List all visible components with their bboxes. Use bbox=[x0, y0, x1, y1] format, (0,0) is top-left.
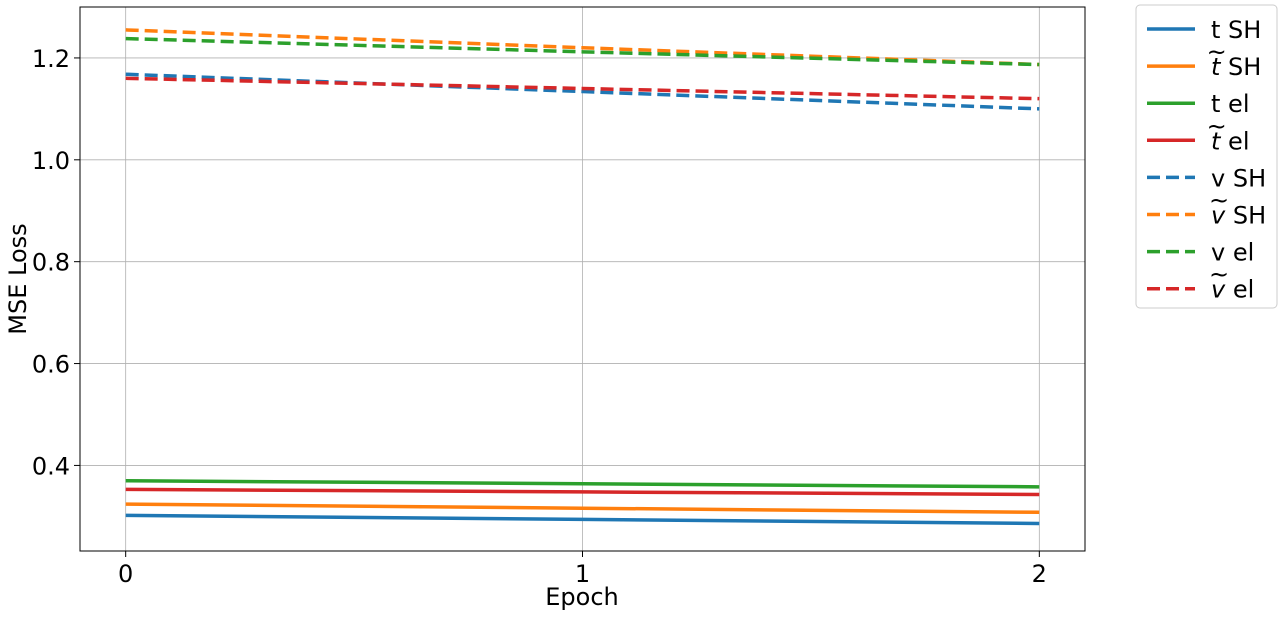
legend-frame bbox=[1135, 4, 1278, 309]
y-tick-label: 1.0 bbox=[32, 147, 70, 175]
legend-item: v SH bbox=[1147, 164, 1266, 192]
x-axis-label: Epoch bbox=[545, 583, 619, 611]
legend-label: t SH bbox=[1211, 16, 1261, 44]
series-lines bbox=[125, 28, 1040, 526]
series-line-1 bbox=[125, 513, 1040, 526]
legend-label: v SH bbox=[1211, 164, 1266, 192]
y-axis-ticks: 0.4 0.6 0.8 1.0 1.2 bbox=[32, 45, 80, 480]
legend-label: t SH bbox=[1211, 53, 1261, 81]
x-axis-ticks: 0 1 2 bbox=[118, 551, 1047, 588]
legend-label: v el bbox=[1211, 276, 1254, 304]
tilde-accent: ~ bbox=[1209, 187, 1229, 215]
y-tick-label: 0.4 bbox=[32, 452, 70, 480]
series-line-2 bbox=[125, 502, 1040, 515]
series-line-3 bbox=[125, 478, 1040, 489]
series-line-4 bbox=[125, 487, 1040, 497]
series-line-8 bbox=[125, 76, 1040, 101]
x-tick-label: 1 bbox=[575, 560, 590, 588]
legend-item: v el bbox=[1147, 239, 1254, 267]
legend-label: v SH bbox=[1211, 202, 1266, 230]
x-tick-label: 0 bbox=[118, 560, 133, 588]
x-tick-label: 2 bbox=[1032, 560, 1047, 588]
legend-item: t SH~ bbox=[1147, 38, 1261, 81]
y-tick-label: 0.6 bbox=[32, 351, 70, 379]
y-axis-label: MSE Loss bbox=[4, 223, 32, 334]
legend-item: t el~ bbox=[1147, 112, 1249, 155]
legend: t SHt SH~t elt el~v SHv SH~v elv el~ bbox=[1135, 4, 1278, 309]
y-tick-label: 0.8 bbox=[32, 249, 70, 277]
legend-label: t el bbox=[1211, 90, 1249, 118]
legend-item: t el bbox=[1147, 90, 1249, 118]
tilde-accent: ~ bbox=[1209, 261, 1229, 289]
series-line-7 bbox=[125, 36, 1040, 67]
legend-label: t el bbox=[1211, 127, 1249, 155]
legend-item: v SH~ bbox=[1147, 187, 1266, 230]
legend-item: v el~ bbox=[1147, 261, 1254, 304]
legend-item: t SH bbox=[1147, 16, 1261, 44]
y-tick-label: 1.2 bbox=[32, 45, 70, 73]
legend-label: v el bbox=[1211, 239, 1254, 267]
tilde-accent: ~ bbox=[1207, 38, 1227, 66]
tilde-accent: ~ bbox=[1207, 112, 1227, 140]
